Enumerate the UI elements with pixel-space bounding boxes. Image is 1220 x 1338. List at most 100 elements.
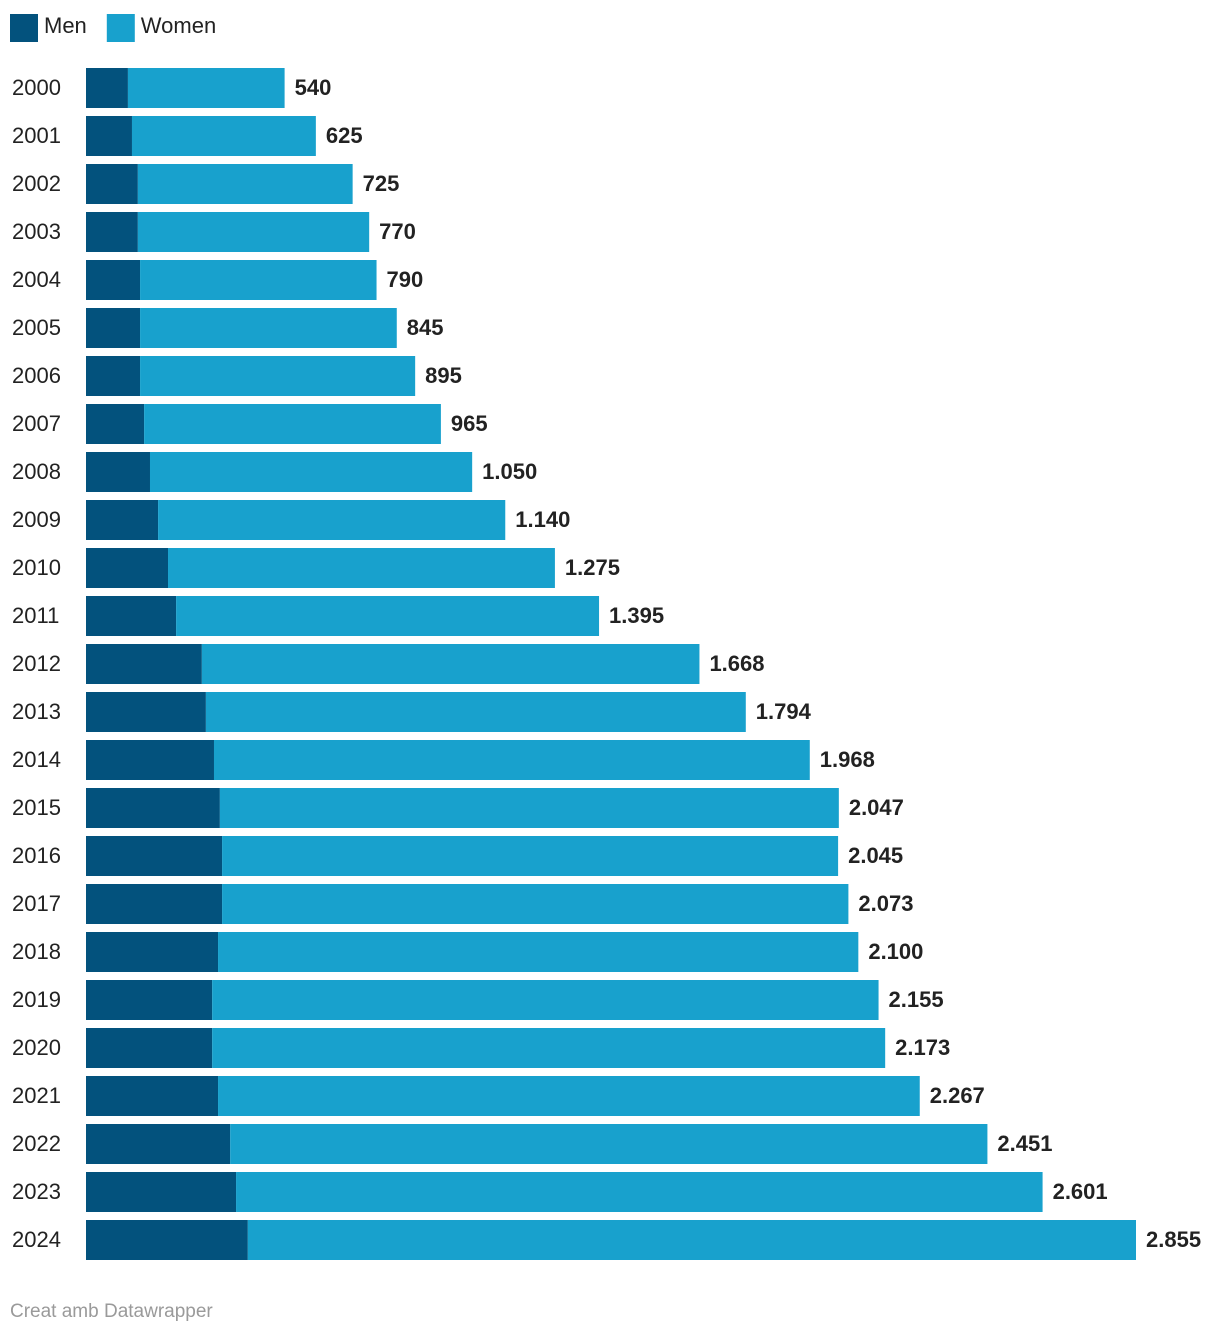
- value-label: 965: [451, 411, 488, 436]
- bar-segment: [86, 1124, 231, 1164]
- value-label: 625: [326, 123, 363, 148]
- bar-segment: [86, 1220, 248, 1260]
- y-tick-label: 2010: [12, 555, 61, 580]
- bar-segment: [236, 1172, 1043, 1212]
- bar-segment: [86, 932, 219, 972]
- value-label: 2.173: [895, 1035, 950, 1060]
- y-tick-label: 2017: [12, 891, 61, 916]
- bar-segment: [86, 1172, 237, 1212]
- bar-segment: [86, 452, 150, 492]
- y-tick-label: 2007: [12, 411, 61, 436]
- y-tick-label: 2015: [12, 795, 61, 820]
- y-tick-label: 2021: [12, 1083, 61, 1108]
- bar-segment: [86, 212, 138, 252]
- bar-segment: [86, 308, 141, 348]
- value-label: 1.140: [515, 507, 570, 532]
- value-label: 2.451: [997, 1131, 1052, 1156]
- y-tick-label: 2006: [12, 363, 61, 388]
- bar-segment: [213, 740, 810, 780]
- bar-segment: [201, 644, 700, 684]
- bar-segment: [86, 740, 214, 780]
- value-label: 895: [425, 363, 462, 388]
- value-label: 2.601: [1053, 1179, 1108, 1204]
- bar-segment: [218, 1076, 920, 1116]
- legend-label: Women: [141, 13, 216, 38]
- value-label: 1.275: [565, 555, 620, 580]
- y-tick-label: 2013: [12, 699, 61, 724]
- bar-segment: [86, 692, 206, 732]
- y-tick-label: 2023: [12, 1179, 61, 1204]
- bar-segment: [168, 548, 555, 588]
- value-label: 845: [407, 315, 444, 340]
- value-label: 2.047: [849, 795, 904, 820]
- y-tick-label: 2011: [12, 603, 59, 628]
- bar-segment: [149, 452, 473, 492]
- bar-segment: [86, 68, 128, 108]
- y-tick-label: 2008: [12, 459, 61, 484]
- bar-segment: [86, 596, 177, 636]
- y-tick-label: 2020: [12, 1035, 61, 1060]
- bar-segment: [140, 308, 397, 348]
- bar-segment: [86, 356, 141, 396]
- value-label: 2.045: [848, 843, 903, 868]
- y-tick-label: 2012: [12, 651, 61, 676]
- bar-segment: [86, 164, 138, 204]
- bar-segment: [86, 548, 169, 588]
- y-tick-label: 2004: [12, 267, 61, 292]
- value-label: 1.794: [756, 699, 812, 724]
- bar-segment: [212, 1028, 886, 1068]
- bar-segment: [176, 596, 600, 636]
- y-tick-label: 2016: [12, 843, 61, 868]
- bar-segment: [222, 884, 849, 924]
- bar-segment: [158, 500, 506, 540]
- value-label: 770: [379, 219, 416, 244]
- bar-segment: [86, 260, 141, 300]
- legend-swatch: [10, 14, 38, 42]
- y-tick-label: 2009: [12, 507, 61, 532]
- bar-segment: [137, 164, 353, 204]
- y-tick-label: 2000: [12, 75, 61, 100]
- bar-segment: [127, 68, 285, 108]
- bar-segment: [137, 212, 370, 252]
- y-tick-label: 2014: [12, 747, 61, 772]
- value-label: 1.050: [482, 459, 537, 484]
- value-label: 1.668: [709, 651, 764, 676]
- bar-segment: [86, 116, 132, 156]
- bar-segment: [86, 884, 223, 924]
- bar-segment: [86, 836, 223, 876]
- value-label: 2.073: [858, 891, 913, 916]
- bar-segment: [86, 980, 213, 1020]
- bar-segment: [205, 692, 746, 732]
- value-label: 1.968: [820, 747, 875, 772]
- bar-segment: [230, 1124, 988, 1164]
- bar-segment: [222, 836, 839, 876]
- bar-segment: [86, 1076, 219, 1116]
- y-tick-label: 2005: [12, 315, 61, 340]
- y-tick-label: 2001: [12, 123, 61, 148]
- value-label: 2.855: [1146, 1227, 1201, 1252]
- bar-segment: [140, 356, 416, 396]
- value-label: 540: [295, 75, 332, 100]
- y-tick-label: 2019: [12, 987, 61, 1012]
- legend-swatch: [106, 14, 135, 42]
- bar-segment: [86, 404, 145, 444]
- value-label: 2.100: [868, 939, 923, 964]
- y-tick-label: 2002: [12, 171, 61, 196]
- value-label: 725: [363, 171, 400, 196]
- bar-segment: [247, 1220, 1137, 1260]
- value-label: 1.395: [609, 603, 664, 628]
- y-tick-label: 2018: [12, 939, 61, 964]
- bar-segment: [219, 788, 839, 828]
- value-label: 2.267: [930, 1083, 985, 1108]
- value-label: 790: [387, 267, 424, 292]
- y-tick-label: 2024: [12, 1227, 61, 1252]
- bar-segment: [86, 788, 220, 828]
- bar-segment: [86, 500, 159, 540]
- bar-segment: [218, 932, 859, 972]
- footer: Creat amb Datawrapper: [10, 1301, 213, 1322]
- y-tick-label: 2003: [12, 219, 61, 244]
- bar-segment: [131, 116, 316, 156]
- bar-segment: [86, 644, 202, 684]
- bar-segment: [144, 404, 441, 444]
